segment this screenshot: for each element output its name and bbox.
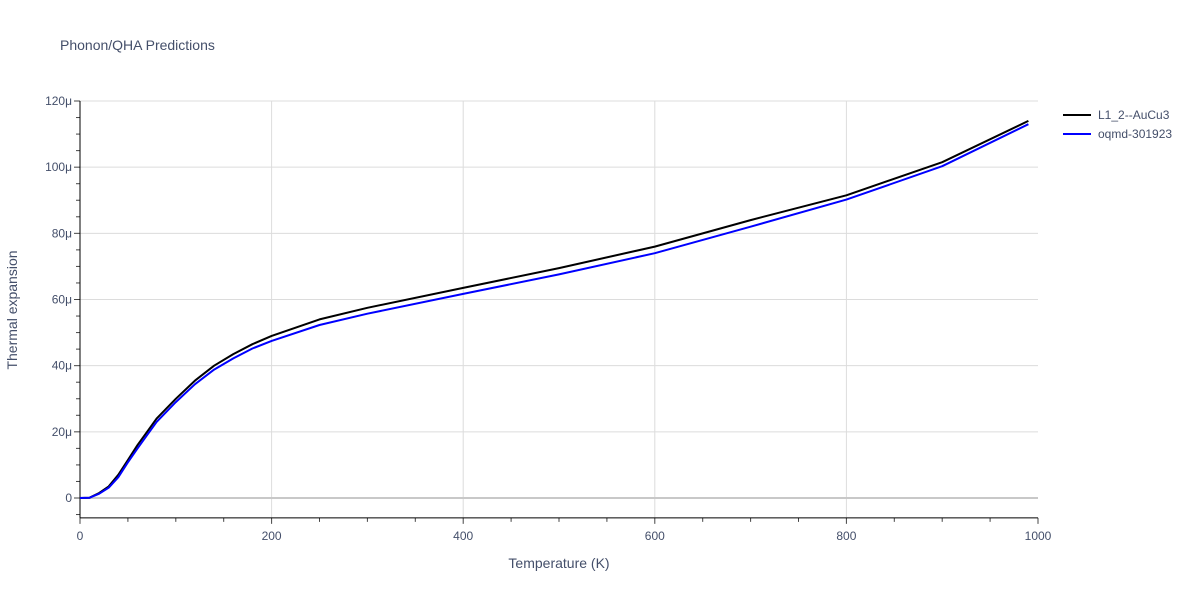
axes: 0 200 400 600 800 1000 0 20μ 40μ 60μ 80μ 100μ 120μ bbox=[45, 94, 1052, 543]
x-tick-label: 0 bbox=[77, 529, 84, 543]
legend-label: oqmd-301923 bbox=[1098, 127, 1172, 141]
y-tick-label: 100μ bbox=[45, 160, 72, 174]
x-tick-label: 1000 bbox=[1025, 529, 1052, 543]
x-tick-label: 400 bbox=[453, 529, 473, 543]
y-tick-label: 80μ bbox=[52, 226, 72, 240]
series-line-oqmd-301923 bbox=[79, 123, 1029, 499]
legend: L1_2--AuCu3 oqmd-301923 bbox=[1063, 108, 1172, 141]
y-tick-label: 40μ bbox=[52, 359, 72, 373]
chart-title: Phonon/QHA Predictions bbox=[60, 37, 215, 53]
x-tick-label: 600 bbox=[645, 529, 665, 543]
y-tick-label: 120μ bbox=[45, 94, 72, 108]
series-line-L1_2--AuCu3 bbox=[79, 119, 1029, 499]
x-axis-label: Temperature (K) bbox=[508, 555, 609, 571]
x-tick-label: 200 bbox=[262, 529, 282, 543]
grid bbox=[80, 100, 1038, 518]
series-lines bbox=[79, 119, 1029, 499]
y-axis-label: Thermal expansion bbox=[4, 250, 20, 369]
x-tick-label: 800 bbox=[836, 529, 856, 543]
y-tick-label: 60μ bbox=[52, 293, 72, 307]
legend-label: L1_2--AuCu3 bbox=[1098, 108, 1170, 122]
y-tick-label: 0 bbox=[65, 491, 72, 505]
y-tick-label: 20μ bbox=[52, 425, 72, 439]
